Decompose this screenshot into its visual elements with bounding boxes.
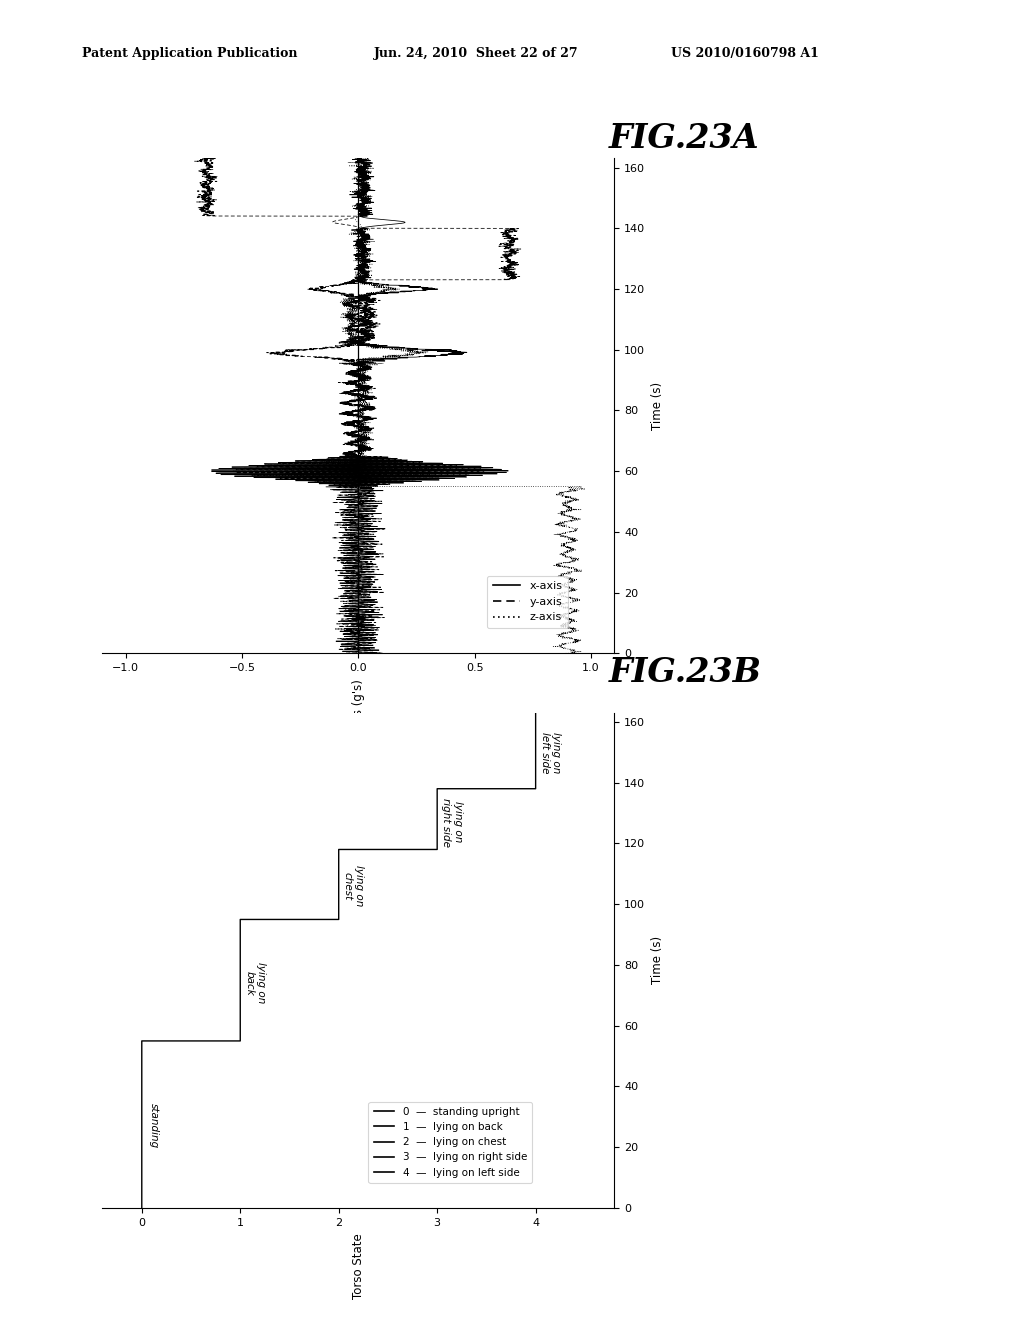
Text: FIG.23A: FIG.23A (609, 121, 760, 154)
Text: standing: standing (148, 1104, 159, 1148)
Text: lying on
right side: lying on right side (441, 797, 463, 846)
Y-axis label: Time (s): Time (s) (651, 381, 664, 430)
X-axis label: ACC Waveforms (g's): ACC Waveforms (g's) (352, 678, 365, 803)
Legend: x-axis, y-axis, z-axis: x-axis, y-axis, z-axis (487, 576, 568, 628)
X-axis label: Torso State: Torso State (352, 1233, 365, 1299)
Legend: 0  —  standing upright, 1  —  lying on back, 2  —  lying on chest, 3  —  lying o: 0 — standing upright, 1 — lying on back,… (369, 1102, 532, 1183)
Text: lying on
left side: lying on left side (540, 731, 561, 774)
Text: lying on
back: lying on back (244, 962, 266, 1003)
Y-axis label: Time (s): Time (s) (651, 936, 664, 985)
Text: Jun. 24, 2010  Sheet 22 of 27: Jun. 24, 2010 Sheet 22 of 27 (374, 46, 579, 59)
Text: lying on
chest: lying on chest (343, 865, 365, 907)
Text: US 2010/0160798 A1: US 2010/0160798 A1 (671, 46, 818, 59)
Text: Patent Application Publication: Patent Application Publication (82, 46, 297, 59)
Text: FIG.23B: FIG.23B (609, 656, 762, 689)
